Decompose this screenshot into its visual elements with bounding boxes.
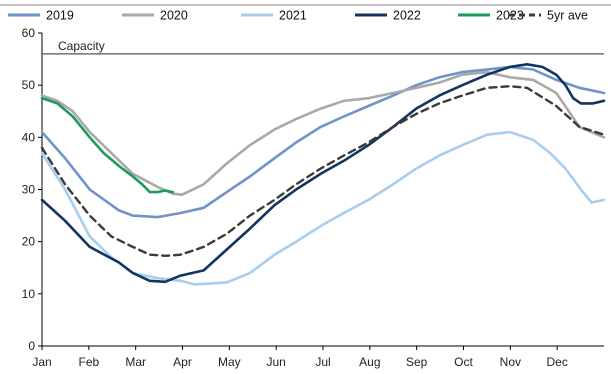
x-tick-label-dec: Dec (546, 355, 567, 369)
series-line-2021 (40, 130, 606, 286)
legend-label-2020: 2020 (160, 9, 188, 23)
x-tick-label-apr: Apr (173, 355, 192, 369)
legend-label-5yr-ave: 5yr ave (547, 9, 588, 23)
legend-label-2022: 2022 (393, 9, 421, 23)
y-tick-label-10: 10 (22, 287, 36, 301)
series-line-2020 (40, 70, 606, 196)
y-tick-label-40: 40 (22, 130, 36, 144)
annotations: Capacity (42, 39, 604, 55)
y-tick-label-0: 0 (28, 339, 35, 353)
x-tick-label-may: May (218, 355, 241, 369)
x-tick-label-aug: Aug (359, 355, 380, 369)
y-tick-label-50: 50 (22, 78, 36, 92)
series-group (40, 63, 606, 286)
legend: 201920202021202220235yr ave (0, 4, 611, 23)
y-tick-label-20: 20 (22, 235, 36, 249)
legend-label-2019: 2019 (46, 9, 74, 23)
x-tick-label-oct: Oct (454, 355, 473, 369)
x-tick-label-nov: Nov (500, 355, 521, 369)
legend-label-2021: 2021 (279, 9, 307, 23)
y-tick-label-60: 60 (22, 26, 36, 40)
x-tick-label-jan: Jan (32, 355, 51, 369)
x-tick-label-jun: Jun (266, 355, 285, 369)
x-tick-label-jul: Jul (315, 355, 330, 369)
series-line-2023 (40, 96, 175, 194)
x-tick-label-feb: Feb (78, 355, 99, 369)
x-tick-label-mar: Mar (125, 355, 146, 369)
y-tick-label-30: 30 (22, 183, 36, 197)
capacity-label: Capacity (58, 39, 105, 53)
series-line-5yr-ave (40, 84, 606, 258)
series-line-2022 (40, 63, 606, 284)
x-tick-label-sep: Sep (406, 355, 428, 369)
axes: 0 10 20 30 40 50 60 Jan Feb Mar Apr May Jun Jul Aug Sep… (22, 26, 604, 369)
